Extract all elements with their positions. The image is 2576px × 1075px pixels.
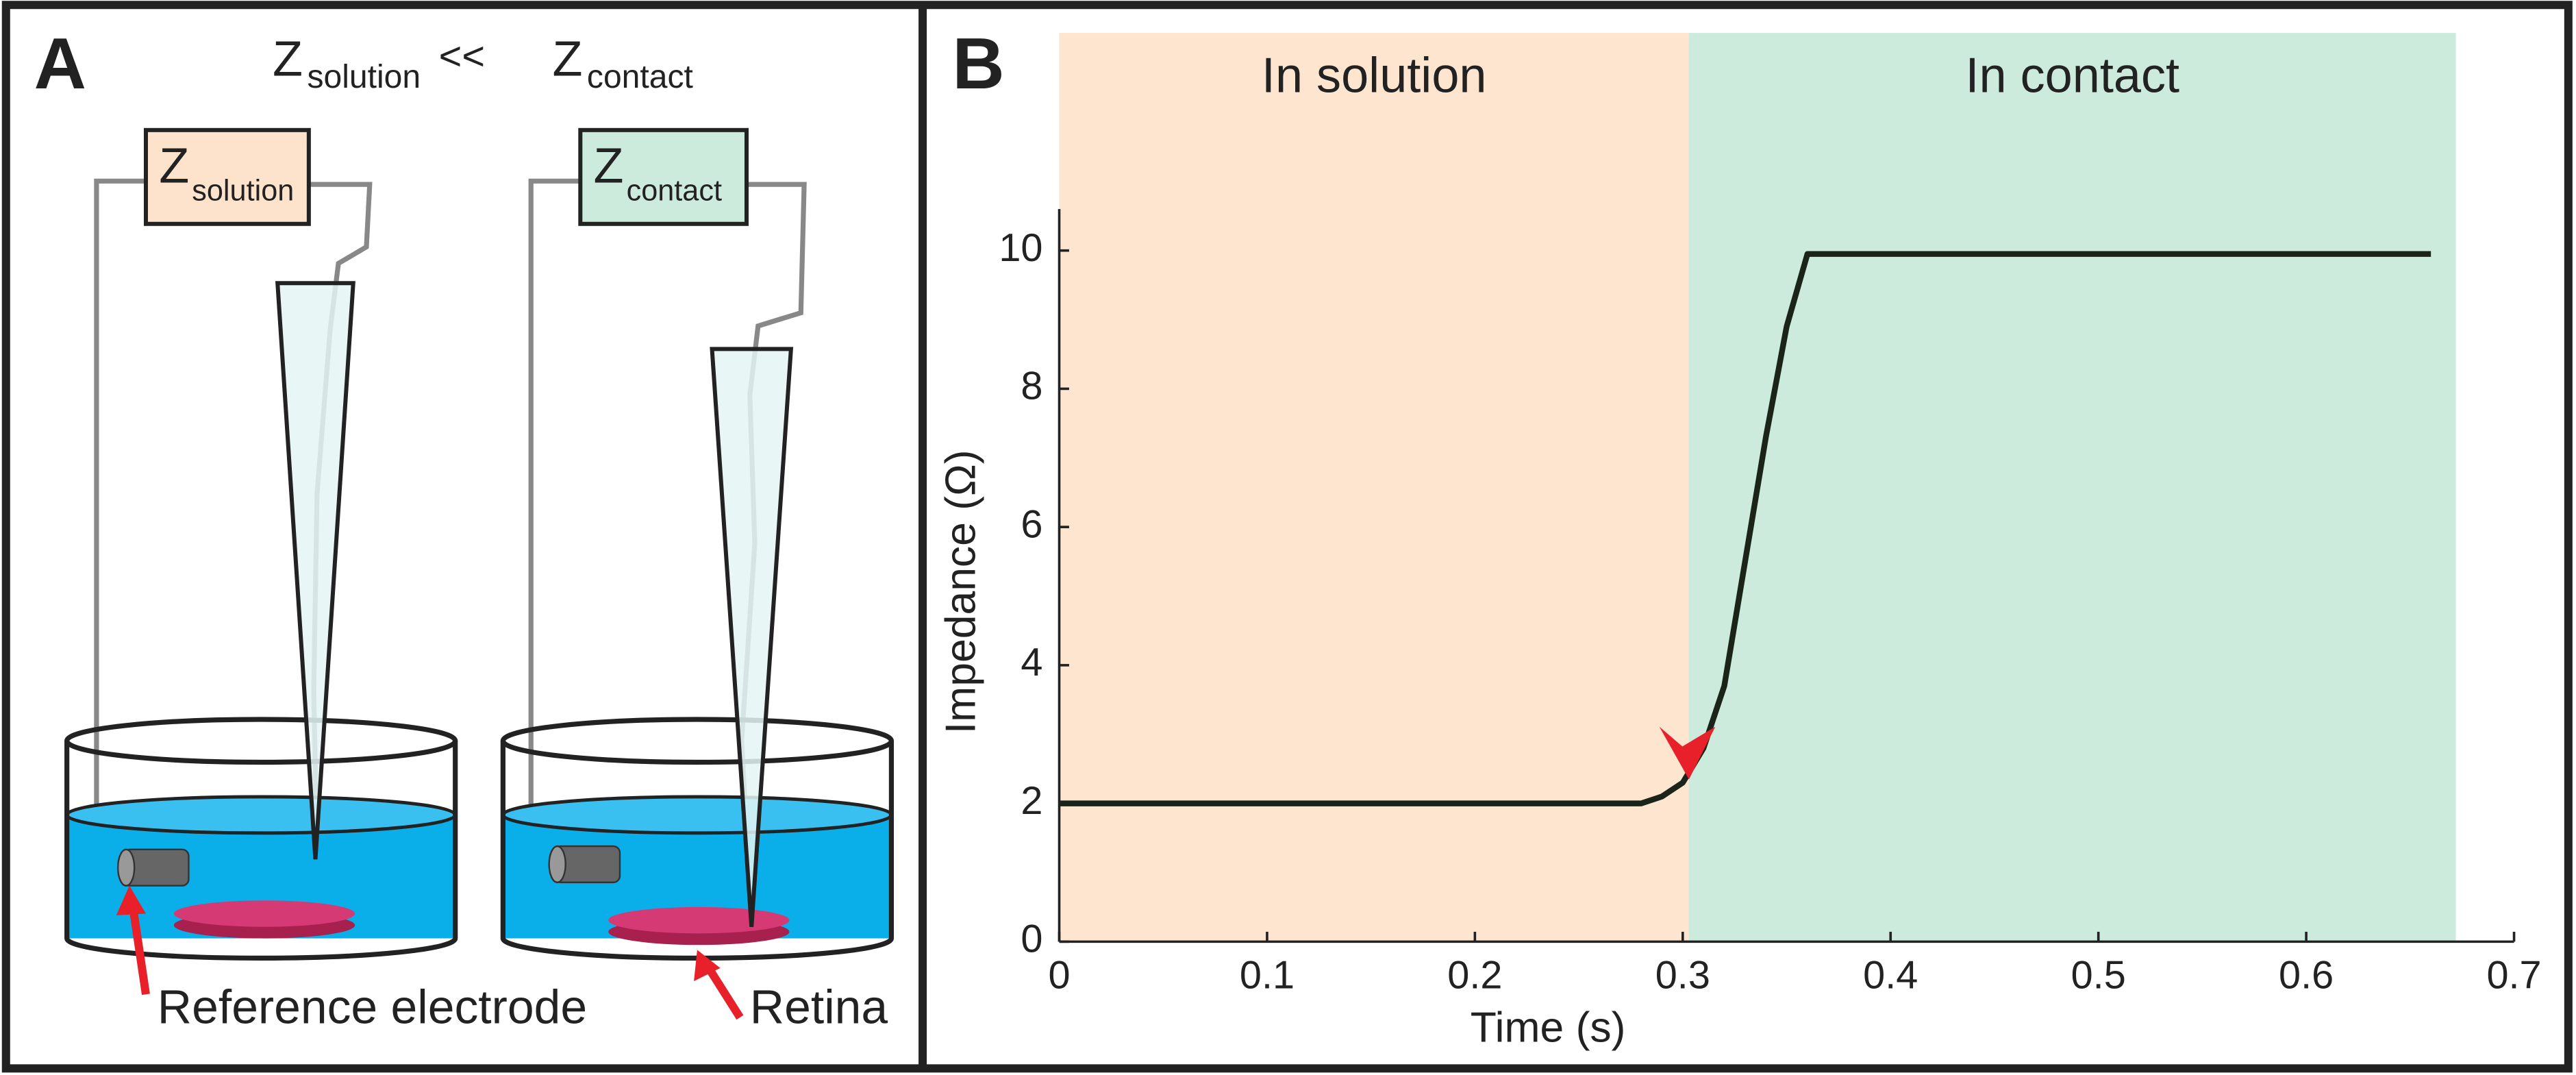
dish-rim — [500, 717, 895, 765]
retina — [173, 900, 355, 927]
callout: Reference electrode — [158, 980, 587, 1034]
event-marker — [1659, 726, 1716, 780]
box-z: Z — [594, 139, 624, 194]
panel-label: B — [952, 23, 1004, 104]
x-axis-label: Time (s) — [1471, 1004, 1626, 1052]
panel-a: A Z solution << Z contact Z solution — [34, 23, 895, 1034]
solution-surface — [501, 795, 893, 835]
panel-label: A — [34, 23, 86, 104]
arrowhead — [694, 950, 721, 982]
x-tick-label: 0.2 — [1447, 953, 1502, 997]
data-line — [1059, 251, 2431, 806]
panel-b: B In solution In contact 0 2 4 6 8 10 0 0.1 0.2 0.3 0… — [937, 23, 2542, 1052]
y-tick-label: 6 — [1021, 502, 1042, 546]
relation-sub: solution — [307, 59, 421, 95]
x-tick-label: 0.4 — [1863, 953, 1918, 997]
x-tick-label: 0.7 — [2486, 953, 2541, 997]
reference-electrode — [548, 845, 566, 884]
arrowhead — [116, 885, 146, 915]
region-label: In solution — [1262, 48, 1487, 103]
relation-sub: contact — [587, 59, 693, 95]
box-z: Z — [159, 139, 189, 194]
region-label: In contact — [1965, 48, 2179, 103]
box-sub: contact — [627, 175, 722, 208]
y-tick-label: 2 — [1021, 779, 1042, 823]
region — [1059, 33, 1689, 942]
dish — [64, 741, 458, 961]
x-tick-label: 0 — [1048, 953, 1070, 997]
x-tick-label: 0.6 — [2279, 953, 2334, 997]
impedance-box — [578, 127, 749, 226]
relation-z: Z — [552, 32, 582, 86]
callout: Retina — [750, 980, 888, 1034]
y-tick-label: 10 — [999, 226, 1042, 270]
y-axis-label: Impedance (Ω) — [937, 449, 985, 734]
x-tick-label: 0.3 — [1655, 953, 1710, 997]
arrow — [128, 904, 150, 996]
retina — [608, 906, 790, 934]
box-sub: solution — [192, 175, 294, 208]
relation-z: Z — [273, 32, 303, 86]
x-tick-label: 0.5 — [2071, 953, 2126, 997]
x-tick-label: 0.1 — [1240, 953, 1295, 997]
region — [1688, 33, 2456, 942]
impedance-box — [143, 127, 311, 226]
y-tick-label: 4 — [1021, 641, 1042, 684]
solution-surface — [65, 795, 458, 835]
pipette — [710, 347, 794, 927]
reference-electrode — [116, 848, 136, 887]
relation-op: << — [439, 35, 485, 79]
dish-rim — [64, 717, 458, 765]
pipette — [275, 281, 355, 860]
y-tick-label: 8 — [1021, 364, 1042, 408]
y-tick-label: 0 — [1021, 917, 1042, 961]
arrow — [705, 965, 744, 1020]
